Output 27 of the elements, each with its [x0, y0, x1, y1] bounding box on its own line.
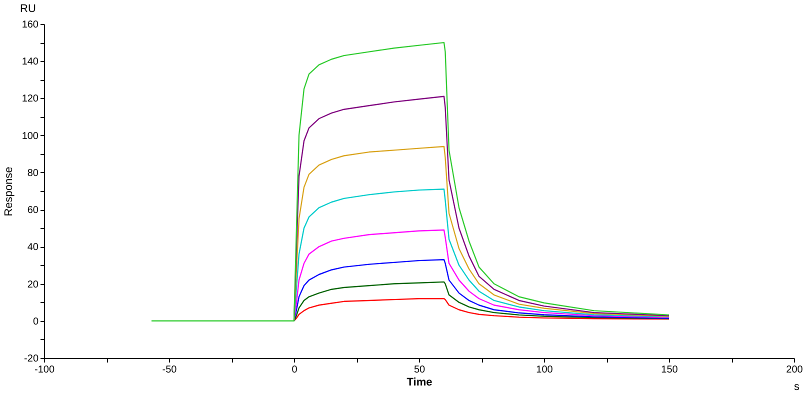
y-tick-label: 100 [22, 130, 39, 142]
x-tick-label: 150 [661, 364, 678, 376]
x-axis-title: Time [406, 376, 432, 388]
y-tick-label: 60 [27, 205, 39, 216]
y-tick-label: -20 [24, 354, 39, 364]
y-axis-title: Response [2, 166, 15, 216]
line-series [150, 42, 670, 322]
text: RU [20, 3, 36, 15]
text: s [794, 381, 800, 393]
y-tick-label: 120 [22, 94, 39, 105]
y-tick-label: 20 [27, 279, 39, 290]
line-series [293, 259, 670, 322]
line-series [293, 281, 670, 322]
y-tick-label: 160 [22, 20, 39, 30]
x-tick-label: -100 [34, 364, 55, 376]
line-series [293, 229, 670, 322]
line-series [293, 298, 670, 322]
x-tick-label: 100 [536, 364, 554, 376]
y-tick-label: 40 [27, 242, 39, 254]
x-tick-label: -50 [162, 364, 178, 376]
x-tick-label: 0 [292, 364, 298, 376]
x-tick-label: 200 [786, 364, 804, 376]
y-tick-label: 80 [27, 168, 39, 179]
line-series [293, 188, 670, 322]
y-tick-label: 0 [32, 316, 39, 328]
y-tick-label: 140 [22, 56, 39, 68]
x-tick-label: 50 [414, 364, 426, 376]
